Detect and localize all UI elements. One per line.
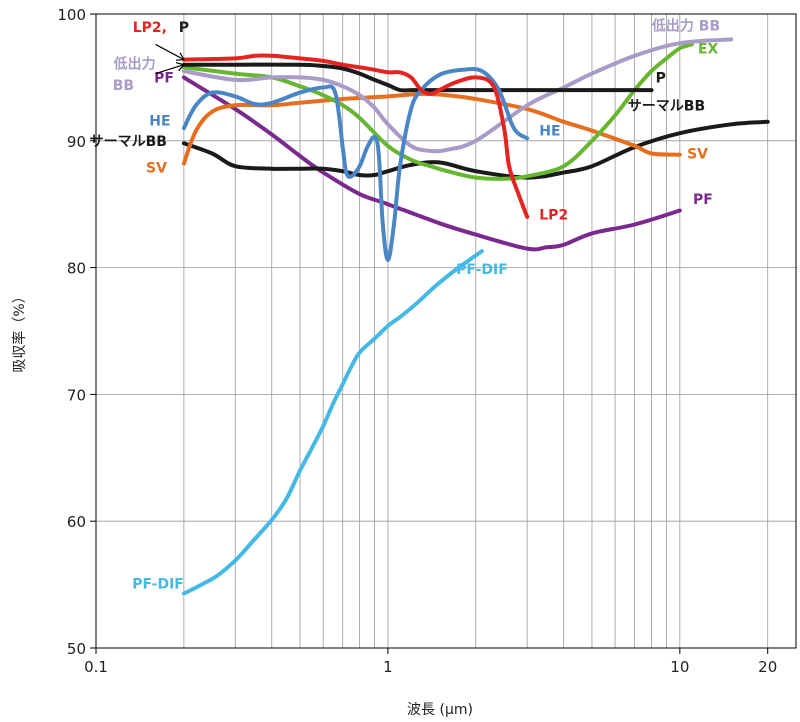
series-lines	[181, 37, 770, 596]
annotation-arrowhead	[175, 62, 185, 72]
x-tick-label: 1	[383, 658, 393, 676]
annotation-arrowhead	[175, 52, 185, 61]
series-line-he	[181, 66, 530, 262]
series-label: PF-DIF	[456, 262, 508, 278]
series-label: 低出力 BB	[651, 17, 720, 34]
plot-frame	[95, 13, 797, 649]
y-tick-label: 70	[67, 386, 86, 404]
annotation-arrow	[155, 64, 185, 75]
series-label: BB	[113, 78, 134, 94]
series-label: PF	[154, 70, 174, 86]
grid	[96, 14, 796, 648]
y-tick-label: 60	[67, 513, 86, 531]
series-labels: PF-DIF PF-DIF PF PF サーマルBB SV SV EX 低出力 BB 低出力 BB P…	[90, 17, 721, 592]
x-tick-label: 0.1	[84, 658, 108, 676]
series-line-bb	[181, 37, 734, 154]
series-line-pf-dif	[181, 249, 484, 596]
x-tick-label: 10	[670, 658, 689, 676]
series-line-pf	[181, 75, 682, 252]
x-tick-label: 20	[758, 658, 777, 676]
series-label: サーマルBB	[90, 134, 167, 150]
series-label: LP2	[539, 207, 568, 223]
series-line-lp2	[181, 53, 530, 219]
y-tick-label: 80	[67, 260, 86, 278]
series-label: HE	[539, 124, 560, 140]
series-label: HE	[149, 114, 170, 130]
y-tick-label: 90	[67, 133, 86, 151]
series-label: 低出力	[113, 56, 156, 73]
series-label: PF	[693, 192, 713, 208]
series-label: SV	[146, 161, 167, 177]
axis-ticks: 50 60 70 80 90 100 0.1 1 10 20	[57, 6, 777, 676]
series-label: SV	[687, 147, 708, 163]
annotation-arrow	[155, 43, 185, 61]
series-label: P	[656, 70, 666, 86]
series-label: PF-DIF	[132, 576, 184, 592]
y-tick-label: 50	[67, 640, 86, 658]
series-label: サーマルBB	[628, 98, 705, 114]
series-line-sv	[181, 91, 682, 166]
series-label: EX	[698, 41, 719, 57]
annotation-label: P	[179, 20, 189, 36]
y-axis-label: 吸収率（%）	[11, 289, 28, 372]
x-axis-label: 波長 (μm)	[407, 702, 473, 718]
series-line-p	[181, 62, 654, 93]
y-tick-label: 100	[57, 6, 86, 24]
series-label: LP2,	[133, 20, 167, 36]
